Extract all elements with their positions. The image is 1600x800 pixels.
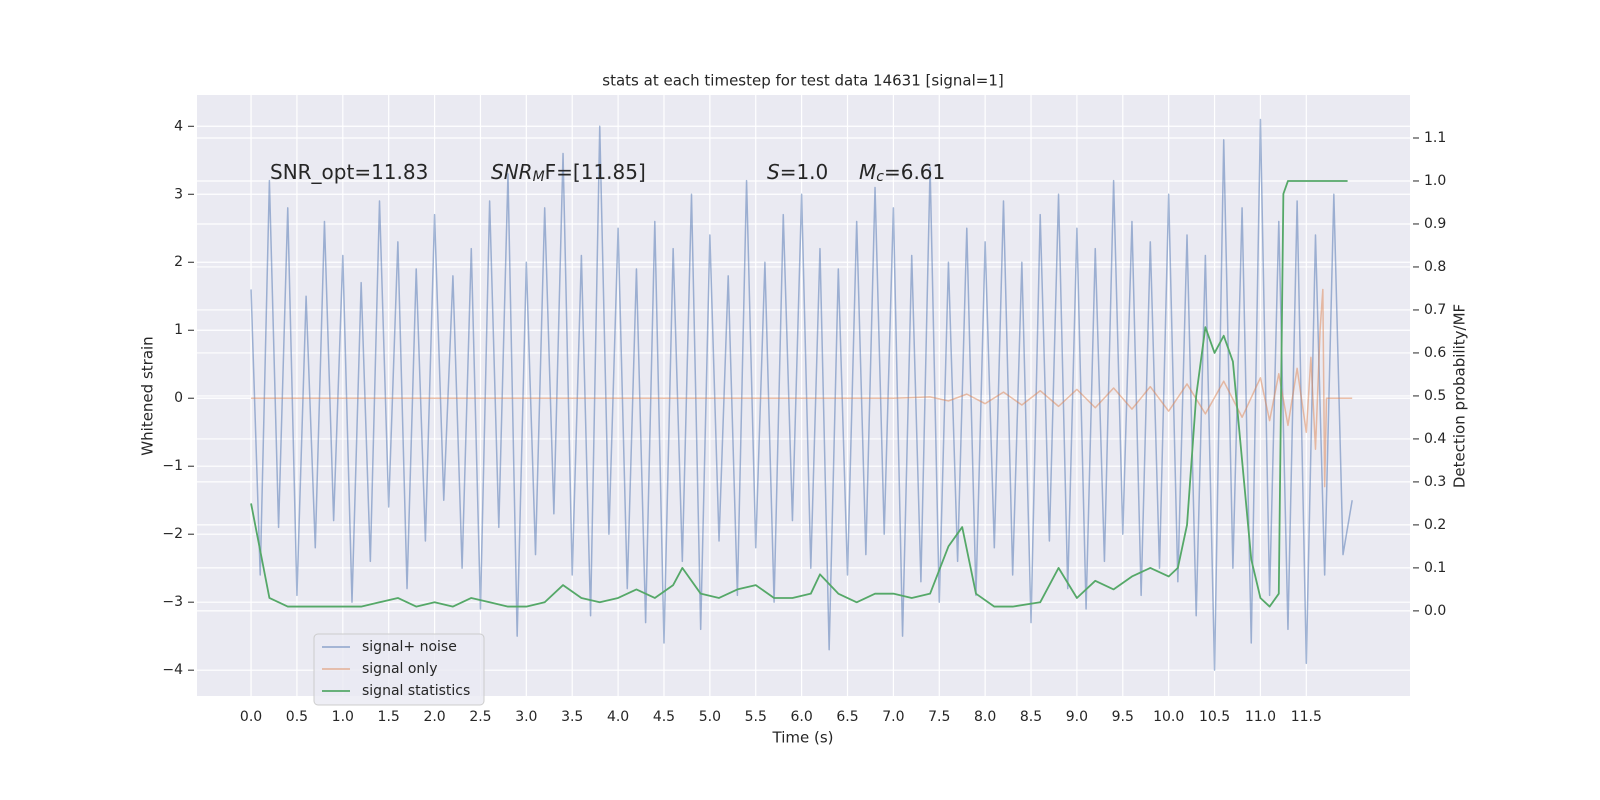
y2-tick-label: 0.3 bbox=[1424, 474, 1446, 490]
y-tick-label: 2 bbox=[174, 254, 183, 270]
annotation: SNRMF=[11.85] bbox=[491, 160, 646, 186]
y-tick-label: 3 bbox=[174, 186, 183, 202]
x-tick-label: 11.0 bbox=[1245, 709, 1276, 725]
series-line bbox=[251, 288, 1353, 488]
annotation: S=1.0 bbox=[767, 160, 828, 184]
legend-label: signal only bbox=[362, 661, 437, 677]
x-tick-label: 1.0 bbox=[332, 709, 354, 725]
y-tick-label: −3 bbox=[162, 594, 183, 610]
x-tick-label: 9.0 bbox=[1066, 709, 1088, 725]
annotation-part: c bbox=[876, 169, 884, 185]
x-tick-label: 3.0 bbox=[515, 709, 537, 725]
x-tick-label: 5.0 bbox=[699, 709, 721, 725]
y-axis-label: Whitened strain bbox=[139, 336, 157, 455]
legend-label: signal+ noise bbox=[362, 639, 457, 655]
y2-tick-label: 1.1 bbox=[1424, 130, 1446, 146]
series-line bbox=[250, 180, 1348, 608]
y-tick-label: −1 bbox=[162, 458, 183, 474]
x-tick-label: 4.0 bbox=[607, 709, 629, 725]
y2-tick-label: 0.5 bbox=[1424, 388, 1446, 404]
x-tick-label: 8.0 bbox=[974, 709, 996, 725]
annotation: Mc=6.61 bbox=[859, 160, 945, 186]
x-tick-label: 6.5 bbox=[836, 709, 858, 725]
legend-label: signal statistics bbox=[362, 683, 470, 699]
y2-tick-label: 0.4 bbox=[1424, 431, 1446, 447]
y2-tick-label: 1.0 bbox=[1424, 173, 1446, 189]
x-tick-label: 1.5 bbox=[378, 709, 400, 725]
annotation-part: =6.61 bbox=[884, 160, 945, 184]
x-tick-label: 9.5 bbox=[1112, 709, 1134, 725]
chart-title: stats at each timestep for test data 146… bbox=[602, 72, 1003, 90]
y-tick-label: 1 bbox=[174, 322, 183, 338]
y2-tick-label: 0.8 bbox=[1424, 259, 1446, 275]
x-tick-label: 6.0 bbox=[790, 709, 812, 725]
y2-axis-label: Detection probability/MF bbox=[1451, 304, 1469, 488]
legend-box bbox=[313, 633, 485, 706]
y2-tick-label: 0.2 bbox=[1424, 517, 1446, 533]
y-tick-label: −2 bbox=[162, 526, 183, 542]
annotation-part: M bbox=[533, 169, 545, 185]
y-tick-label: 0 bbox=[174, 390, 183, 406]
legend: signal+ noise signal only signal statistic… bbox=[313, 633, 485, 706]
x-tick-label: 0.5 bbox=[286, 709, 308, 725]
y2-tick-label: 0.6 bbox=[1424, 345, 1446, 361]
data bbox=[250, 118, 1353, 671]
x-tick-label: 2.0 bbox=[423, 709, 445, 725]
y2-tick-label: 0.0 bbox=[1424, 603, 1446, 619]
x-tick-label: 7.5 bbox=[928, 709, 950, 725]
y2-tick-label: 0.7 bbox=[1424, 302, 1446, 318]
x-tick-label: 7.0 bbox=[882, 709, 904, 725]
y-tick-label: 4 bbox=[174, 118, 183, 134]
x-tick-label: 0.0 bbox=[240, 709, 262, 725]
x-axis-label: Time (s) bbox=[772, 729, 834, 747]
annotation-part: S bbox=[767, 160, 780, 184]
x-tick-label: 10.0 bbox=[1153, 709, 1184, 725]
x-tick-label: 5.5 bbox=[745, 709, 767, 725]
annotation-part: SNR bbox=[491, 160, 533, 184]
annotation: SNR_opt=11.83 bbox=[270, 160, 428, 184]
x-tick-label: 3.5 bbox=[561, 709, 583, 725]
annotation-part: =1.0 bbox=[780, 160, 829, 184]
annotation-part: M bbox=[859, 160, 876, 184]
x-tick-label: 10.5 bbox=[1199, 709, 1230, 725]
y2-tick-label: 0.9 bbox=[1424, 216, 1446, 232]
annotation-part: F=[11.85] bbox=[545, 160, 646, 184]
x-tick-label: 11.5 bbox=[1291, 709, 1322, 725]
x-tick-label: 2.5 bbox=[469, 709, 491, 725]
x-tick-label: 4.5 bbox=[653, 709, 675, 725]
annotation-part: SNR_opt=11.83 bbox=[270, 160, 428, 184]
y2-tick-label: 0.1 bbox=[1424, 560, 1446, 576]
labels: 0.0 0.5 1.0 1.5 2.0 2.5 3.0 3.5 4.0 4.5 5.0 5.5 6.0 6… bbox=[162, 118, 1446, 725]
x-tick-label: 8.5 bbox=[1020, 709, 1042, 725]
y-tick-label: −4 bbox=[162, 662, 183, 678]
series-line bbox=[250, 118, 1353, 671]
